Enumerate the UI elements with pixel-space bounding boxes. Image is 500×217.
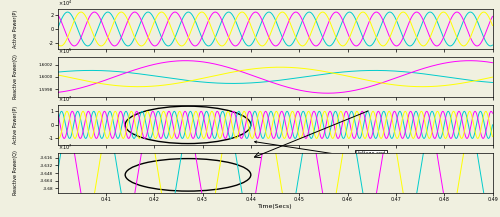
Text: $\times10^4$: $\times10^4$ — [58, 0, 72, 8]
Y-axis label: Active Power(P): Active Power(P) — [14, 106, 18, 144]
Text: $\times10^5$: $\times10^5$ — [58, 46, 71, 56]
Text: $\times10^7$: $\times10^7$ — [58, 94, 71, 104]
X-axis label: Time(Secs): Time(Secs) — [258, 204, 292, 209]
Y-axis label: Reactive Power(Q): Reactive Power(Q) — [14, 150, 18, 195]
Text: Voltage and
current
Fluctuation: Voltage and current Fluctuation — [254, 141, 386, 168]
Y-axis label: Reactive Power(Q): Reactive Power(Q) — [14, 54, 18, 99]
Text: $\times10^7$: $\times10^7$ — [58, 142, 71, 152]
Y-axis label: Active Power(P): Active Power(P) — [14, 10, 18, 48]
